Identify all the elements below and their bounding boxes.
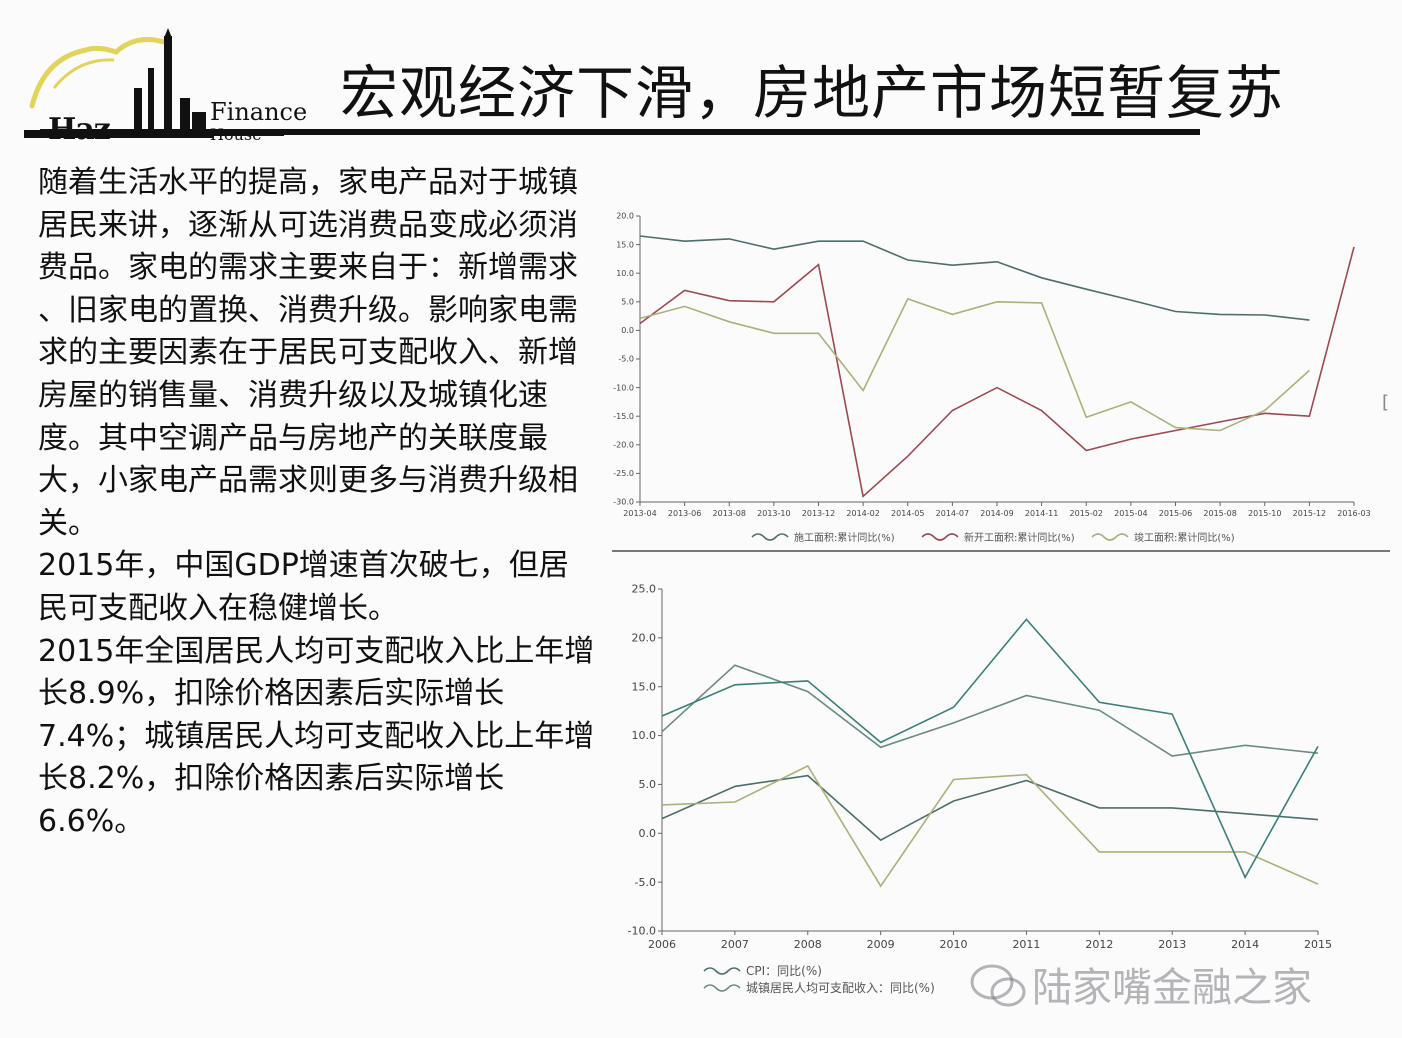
legend-swatch-0	[703, 967, 741, 975]
paragraph-gdp: 2015年，中国GDP增速首次破七，但居民可支配收入在稳健增长。	[38, 548, 569, 626]
legend-label-1: 城镇居民人均可支配收入：同比(%)	[746, 981, 935, 995]
y-tick-label: -10.0	[613, 383, 634, 392]
watermark: 陆家嘴金融之家	[970, 955, 1312, 1013]
x-tick-label: 2007	[721, 938, 749, 951]
real-estate-chart-svg: -30.0 -25.0 -20.0 -15.0 -10.0 -5.0 0.0 5.0 10.0 1…	[613, 212, 1370, 544]
x-tick-label: 2014-02	[846, 509, 879, 518]
series-line-1	[661, 664, 1319, 757]
x-tick-label: 2015-10	[1248, 509, 1281, 518]
page-title: 宏观经济下滑，房地产市场短暂复苏	[340, 59, 1285, 127]
income-cpi-chart-svg: -10.0 -5.0 0.0 5.0 10.0 15.0 20.0 25.0 2006 2007 2…	[628, 583, 1332, 995]
legend-label-0: 施工面积:累计同比(%)	[794, 531, 895, 544]
y-tick-label: -20.0	[613, 440, 634, 449]
x-tick-label: 2016-03	[1337, 509, 1370, 518]
y-tick-label: 15.0	[616, 240, 634, 249]
legend-label-0: CPI：同比(%)	[746, 964, 822, 978]
x-tick-label: 2014-05	[891, 509, 924, 518]
x-tick-label: 2015-04	[1114, 509, 1147, 518]
x-tick-label: 2010	[940, 938, 968, 951]
x-tick-label: 2015	[1304, 938, 1332, 951]
logo: Haz Finance House	[24, 28, 307, 147]
y-tick-label: 10.0	[632, 729, 657, 742]
x-tick-label: 2008	[794, 938, 822, 951]
x-tick-label: 2013-10	[757, 509, 790, 518]
x-tick-label: 2014-07	[936, 509, 969, 518]
y-tick-label: -5.0	[635, 876, 656, 889]
legend-label-1: 新开工面积:累计同比(%)	[964, 531, 1075, 544]
body-text: 随着生活水平的提高，家电产品对于城镇居民来讲，逐渐从可选消费品变成必须消费品。家…	[38, 162, 598, 844]
x-tick-label: 2013-12	[802, 509, 835, 518]
paragraph-income: 2015年全国居民人均可支配收入比上年增长8.9%，扣除价格因素后实际增长7.4…	[38, 633, 595, 839]
series-line-0	[661, 774, 1319, 842]
title-underline	[40, 129, 1200, 135]
x-tick-label: 2011	[1012, 938, 1040, 951]
series-line-0	[639, 235, 1310, 321]
series-line-2	[639, 297, 1310, 432]
x-tick-label: 2013	[1158, 938, 1186, 951]
y-tick-label: 20.0	[616, 212, 634, 221]
x-tick-label: 2009	[867, 938, 895, 951]
x-tick-label: 2014-09	[980, 509, 1013, 518]
y-tick-label: 0.0	[621, 326, 634, 335]
y-tick-label: 5.0	[639, 778, 657, 791]
x-tick-label: 2015-06	[1159, 509, 1192, 518]
paragraph-appliance-demand: 随着生活水平的提高，家电产品对于城镇居民来讲，逐渐从可选消费品变成必须消费品。家…	[38, 165, 578, 541]
y-tick-label: 25.0	[632, 583, 657, 596]
x-tick-label: 2015-08	[1203, 509, 1236, 518]
y-tick-label: 0.0	[639, 827, 657, 840]
x-tick-label: 2015-02	[1070, 509, 1103, 518]
bracket-glyph: [	[1382, 392, 1390, 413]
y-tick-label: -5.0	[618, 355, 634, 364]
y-tick-label: 10.0	[616, 269, 634, 278]
x-tick-label: 2015-12	[1293, 509, 1326, 518]
y-tick-label: -30.0	[613, 498, 634, 507]
series-line-3	[661, 618, 1319, 880]
chart-divider	[612, 550, 1390, 552]
x-tick-label: 2014-11	[1025, 509, 1058, 518]
y-tick-label: 20.0	[632, 632, 657, 645]
logo-text-finance: Finance	[210, 98, 308, 126]
watermark-text: 陆家嘴金融之家	[1032, 965, 1312, 1011]
legend-label-2: 竣工面积:累计同比(%)	[1134, 531, 1235, 544]
y-tick-label: -10.0	[628, 925, 656, 938]
y-tick-label: 5.0	[621, 297, 634, 306]
x-tick-label: 2013-04	[623, 509, 656, 518]
y-tick-label: -15.0	[613, 412, 634, 421]
real-estate-chart: -30.0 -25.0 -20.0 -15.0 -10.0 -5.0 0.0 5.0 10.0 1…	[612, 200, 1382, 545]
legend-swatch-1	[703, 984, 741, 992]
income-cpi-chart: -10.0 -5.0 0.0 5.0 10.0 15.0 20.0 25.0 2006 2007 2…	[612, 575, 1352, 1005]
x-tick-label: 2013-06	[668, 509, 701, 518]
legend-swatch-1	[921, 533, 959, 541]
x-tick-label: 2013-08	[713, 509, 746, 518]
x-tick-label: 2014	[1231, 938, 1259, 951]
x-tick-label: 2012	[1085, 938, 1113, 951]
series-line-1	[639, 246, 1355, 498]
series-line-2	[661, 764, 1319, 888]
x-tick-label: 2006	[648, 938, 676, 951]
legend-swatch-2	[1091, 533, 1129, 541]
y-tick-label: 15.0	[632, 680, 657, 693]
y-tick-label: -25.0	[613, 469, 634, 478]
wechat-icon	[970, 964, 1026, 1007]
legend-swatch-0	[751, 533, 789, 541]
